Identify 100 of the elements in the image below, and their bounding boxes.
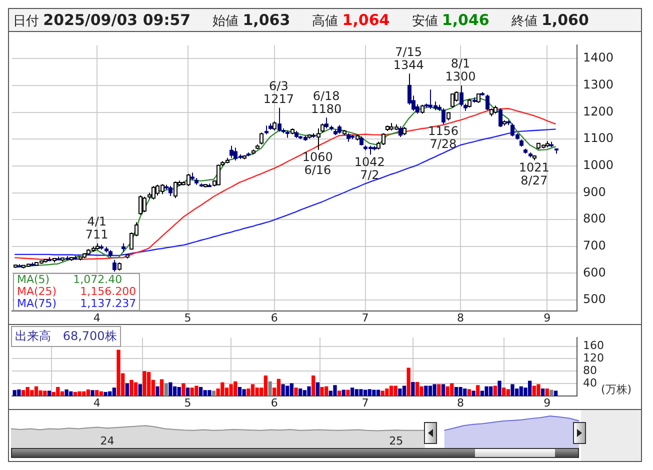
bar <box>337 390 342 396</box>
x-tick-label: 5 <box>184 311 192 324</box>
y-tick-label: 40 <box>583 376 597 390</box>
bar <box>506 389 510 396</box>
bar <box>138 384 142 396</box>
x-tick-label: 4 <box>93 311 100 324</box>
bar <box>342 390 346 396</box>
candlestick <box>168 186 172 196</box>
bar <box>130 380 134 396</box>
text: 日付 2025/09/03 09:57 <box>13 10 191 30</box>
bar <box>134 382 138 396</box>
bar <box>198 386 203 396</box>
candlestick <box>112 259 116 272</box>
annotation: 4/1 711 <box>85 214 108 242</box>
bar <box>156 386 160 396</box>
bar <box>112 388 116 396</box>
y-tick-label: 1000 <box>583 158 614 172</box>
bar <box>250 384 255 396</box>
bar <box>212 390 216 396</box>
bar <box>476 385 480 396</box>
candlestick <box>498 108 502 128</box>
bar <box>104 392 108 396</box>
text: 安値 1,046 <box>412 10 490 30</box>
x-tick-label: 7 <box>362 311 369 324</box>
bar <box>411 382 415 396</box>
bar <box>350 388 354 396</box>
bar <box>116 350 120 396</box>
bar <box>34 386 38 396</box>
x-tick-label: 8 <box>457 311 464 324</box>
x-tick-label: 4 <box>93 396 100 410</box>
bar <box>394 386 398 396</box>
bar <box>467 389 472 396</box>
y-tick-label: 800 <box>583 212 606 226</box>
bar <box>312 375 316 396</box>
y-tick-label: 120 <box>583 352 604 365</box>
series-label: MA(5) 1,072.40 <box>17 272 124 286</box>
annotation: 6/18 1180 <box>311 88 342 116</box>
bar <box>268 381 272 396</box>
bar <box>528 380 532 396</box>
text: 終値 1,060 <box>511 10 589 30</box>
bar <box>73 392 78 396</box>
text: MA(25) 1,156.200 <box>17 284 136 298</box>
bar <box>359 389 363 396</box>
bar <box>428 386 432 396</box>
annotation: 6/3 1217 <box>263 78 294 106</box>
bar <box>30 390 34 396</box>
bar <box>281 384 285 396</box>
bar <box>415 382 420 396</box>
bar <box>146 372 151 396</box>
bar <box>142 371 146 396</box>
bar <box>38 390 42 396</box>
x-tick-label: 9 <box>544 396 551 410</box>
bar <box>406 368 410 396</box>
bar <box>316 382 320 396</box>
bar <box>502 388 506 396</box>
x-tick-label: 9 <box>544 311 551 324</box>
bar <box>177 386 181 396</box>
annotation: 1156 7/28 <box>428 124 458 152</box>
bar <box>220 382 224 396</box>
annotation: 8/1 1300 <box>445 56 476 84</box>
bar <box>26 386 30 396</box>
y-tick-label: 900 <box>583 184 606 199</box>
y-tick-label: 80 <box>583 364 597 378</box>
bar <box>229 384 233 396</box>
candlestick <box>278 107 282 132</box>
bar <box>276 378 281 396</box>
bar <box>510 384 514 396</box>
chart-title: 出来高 68,700株 <box>11 326 121 347</box>
x-tick-label: 7 <box>362 396 369 410</box>
bar <box>324 386 328 396</box>
bar <box>320 386 324 396</box>
text: 高値 1,064 <box>312 10 390 30</box>
bar <box>389 386 394 396</box>
bar <box>47 390 52 396</box>
bar <box>242 389 246 396</box>
bar <box>498 380 502 396</box>
bar <box>363 390 368 396</box>
bar <box>294 388 298 396</box>
bar <box>78 391 82 396</box>
candlestick <box>398 126 402 138</box>
bar <box>346 390 350 396</box>
bar <box>540 388 545 396</box>
x-tick-label: 25 <box>389 434 404 448</box>
bar <box>164 383 168 396</box>
bar <box>458 386 462 396</box>
bar <box>385 388 389 396</box>
bar <box>182 383 186 396</box>
bar <box>60 391 64 396</box>
bar <box>372 390 376 396</box>
text: 始値 1,063 <box>212 10 290 30</box>
bar <box>454 386 458 396</box>
bar <box>194 386 198 396</box>
bar <box>480 390 484 396</box>
bar <box>437 384 441 396</box>
bar <box>398 388 402 396</box>
bar <box>17 389 21 396</box>
bar <box>264 375 268 396</box>
bar <box>302 390 307 396</box>
y-tick-label: 1100 <box>583 131 614 146</box>
y-tick-label: 1400 <box>583 50 614 65</box>
